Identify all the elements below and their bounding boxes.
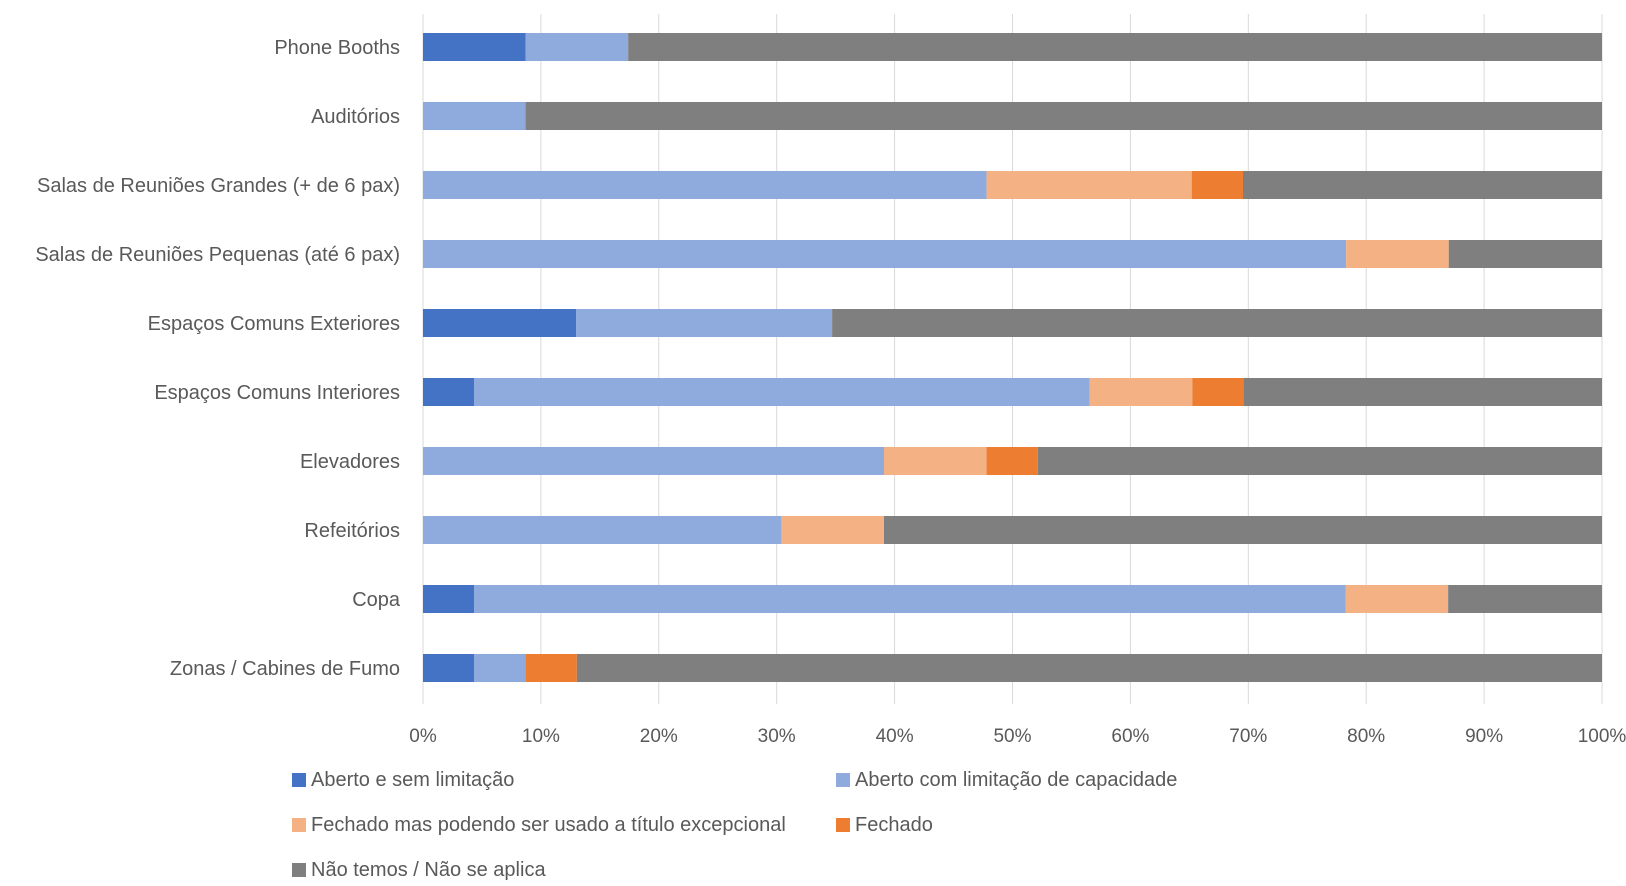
y-category-label: Copa xyxy=(352,589,401,611)
bar-segment-nao-temos-nao-se-aplica xyxy=(832,309,1602,337)
bar-segment-nao-temos-nao-se-aplica xyxy=(525,102,1602,130)
bar-segment-aberto-com-limitacao-de-capacidade xyxy=(423,102,526,130)
bar-segment-aberto-com-limitacao-de-capacidade xyxy=(423,171,987,199)
legend-swatch xyxy=(292,818,306,832)
bar-segment-aberto-com-limitacao-de-capacidade xyxy=(423,516,782,544)
y-category-label: Espaços Comuns Exteriores xyxy=(148,313,400,335)
bar-segment-aberto-e-sem-limitacao xyxy=(423,309,577,337)
bar-segment-aberto-e-sem-limitacao xyxy=(423,585,475,613)
bar-segment-fechado-mas-podendo-ser-usado-a-titulo-excepcional xyxy=(1345,585,1449,613)
bar-segment-aberto-com-limitacao-de-capacidade xyxy=(474,585,1346,613)
y-category-label: Zonas / Cabines de Fumo xyxy=(170,658,400,680)
y-category-label: Refeitórios xyxy=(304,520,400,542)
y-category-label: Auditórios xyxy=(311,106,400,128)
y-category-label: Salas de Reuniões Pequenas (até 6 pax) xyxy=(35,244,400,266)
x-tick-label: 10% xyxy=(522,726,560,747)
y-category-label: Phone Booths xyxy=(274,37,400,59)
bar-segment-nao-temos-nao-se-aplica xyxy=(883,516,1602,544)
legend-label: Não temos / Não se aplica xyxy=(311,859,546,881)
x-tick-label: 100% xyxy=(1578,726,1626,747)
x-tick-label: 20% xyxy=(640,726,678,747)
x-tick-label: 70% xyxy=(1229,726,1267,747)
legend-label: Fechado mas podendo ser usado a título e… xyxy=(311,814,786,836)
bar-segment-aberto-com-limitacao-de-capacidade xyxy=(423,447,884,475)
bar-segment-fechado-mas-podendo-ser-usado-a-titulo-excepcional xyxy=(1089,378,1193,406)
x-tick-label: 90% xyxy=(1465,726,1503,747)
bar-segment-fechado-mas-podendo-ser-usado-a-titulo-excepcional xyxy=(1346,240,1449,268)
bar-segment-nao-temos-nao-se-aplica xyxy=(1448,240,1602,268)
bar-segment-aberto-e-sem-limitacao xyxy=(423,378,475,406)
x-tick-label: 80% xyxy=(1347,726,1385,747)
bar-segment-fechado-mas-podendo-ser-usado-a-titulo-excepcional xyxy=(883,447,987,475)
legend-label: Aberto e sem limitação xyxy=(311,769,514,791)
y-axis-labels: Phone Booths Auditórios Salas de Reuniões … xyxy=(35,37,401,680)
legend-swatch xyxy=(836,818,850,832)
bar-segment-nao-temos-nao-se-aplica xyxy=(576,654,1602,682)
bar-segment-nao-temos-nao-se-aplica xyxy=(1243,378,1602,406)
x-tick-label: 0% xyxy=(409,726,437,747)
legend-label: Fechado xyxy=(855,814,933,836)
bar-segment-aberto-com-limitacao-de-capacidade xyxy=(423,240,1347,268)
y-category-label: Espaços Comuns Interiores xyxy=(154,382,400,404)
x-axis-labels: 0% 10% 20% 30% 40% 50% 60% 70% 80% 90% 100% xyxy=(409,726,1626,747)
bar-segment-fechado xyxy=(1192,378,1244,406)
x-tick-label: 40% xyxy=(876,726,914,747)
bar-segment-fechado-mas-podendo-ser-usado-a-titulo-excepcional xyxy=(986,171,1192,199)
bar-segment-fechado xyxy=(525,654,577,682)
bar-segment-aberto-com-limitacao-de-capacidade xyxy=(474,654,526,682)
legend-label: Aberto com limitação de capacidade xyxy=(855,769,1177,791)
bar-segment-aberto-e-sem-limitacao xyxy=(423,33,526,61)
bars xyxy=(423,33,1602,682)
legend-swatch xyxy=(292,863,306,877)
bar-segment-nao-temos-nao-se-aplica xyxy=(628,33,1602,61)
x-tick-label: 50% xyxy=(993,726,1031,747)
bar-segment-aberto-e-sem-limitacao xyxy=(423,654,475,682)
bar-segment-nao-temos-nao-se-aplica xyxy=(1037,447,1602,475)
x-tick-label: 30% xyxy=(758,726,796,747)
bar-segment-aberto-com-limitacao-de-capacidade xyxy=(576,309,833,337)
legend-swatch xyxy=(292,773,306,787)
bar-segment-fechado xyxy=(1191,171,1243,199)
legend-swatch xyxy=(836,773,850,787)
y-category-label: Salas de Reuniões Grandes (+ de 6 pax) xyxy=(37,175,400,197)
y-category-label: Elevadores xyxy=(300,451,400,473)
bar-segment-fechado xyxy=(986,447,1038,475)
bar-segment-fechado-mas-podendo-ser-usado-a-titulo-excepcional xyxy=(781,516,884,544)
x-tick-label: 60% xyxy=(1111,726,1149,747)
bar-segment-nao-temos-nao-se-aplica xyxy=(1448,585,1602,613)
legend: Aberto e sem limitação Aberto com limitaç… xyxy=(292,769,1177,881)
bar-segment-aberto-com-limitacao-de-capacidade xyxy=(474,378,1090,406)
bar-segment-aberto-com-limitacao-de-capacidade xyxy=(525,33,629,61)
bar-segment-nao-temos-nao-se-aplica xyxy=(1242,171,1602,199)
